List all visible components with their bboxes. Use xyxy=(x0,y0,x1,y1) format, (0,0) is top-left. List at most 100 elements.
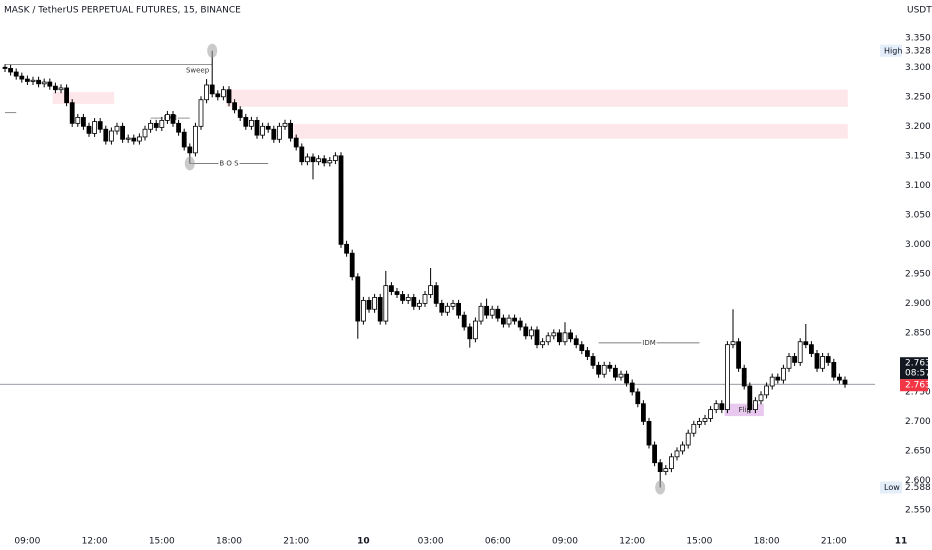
candle-body xyxy=(809,344,814,354)
candle-body xyxy=(159,120,165,128)
candle-body xyxy=(573,338,579,346)
swing-marker xyxy=(655,480,666,495)
candle-body xyxy=(422,294,428,304)
candle-body xyxy=(120,125,125,140)
candle-body xyxy=(411,297,417,307)
candle-body xyxy=(86,125,92,134)
candle-body xyxy=(321,158,327,164)
candle-body xyxy=(170,114,176,124)
candle-body xyxy=(842,379,848,385)
candle-body xyxy=(545,335,551,343)
candle-body xyxy=(24,78,30,82)
candle-body xyxy=(114,125,120,132)
zone-label: Flip xyxy=(739,406,752,414)
x-tick-label: 12:00 xyxy=(82,537,108,547)
candle-body xyxy=(204,84,210,101)
marker-value: 3.328 xyxy=(905,46,931,56)
candle-body xyxy=(713,403,719,410)
candle-body xyxy=(719,403,725,410)
candle-body xyxy=(500,317,506,325)
level-label: B O S xyxy=(219,159,239,167)
candle-body xyxy=(142,128,148,138)
candle-body xyxy=(416,302,422,307)
marker-label: Low xyxy=(884,483,900,492)
zone xyxy=(226,89,848,107)
x-tick-label: 11 xyxy=(895,537,908,547)
x-tick-label: 15:00 xyxy=(149,537,175,547)
candle-body xyxy=(725,344,730,410)
candle-body xyxy=(405,297,411,301)
candle-body xyxy=(383,285,389,322)
candle-body xyxy=(730,341,736,346)
candle-body xyxy=(568,332,573,340)
y-tick-label: 3.350 xyxy=(905,33,931,43)
marker-value: 2.588 xyxy=(905,483,931,493)
candle-body xyxy=(209,84,215,95)
candle-body xyxy=(641,403,646,422)
candle-body xyxy=(181,131,187,148)
candle-body xyxy=(260,125,266,136)
candle-body xyxy=(243,117,249,127)
candle-body xyxy=(478,305,484,322)
candle-body xyxy=(551,332,557,337)
x-tick-label: 06:00 xyxy=(485,537,511,547)
chart-title: MASK / TetherUS PERPETUAL FUTURES, 15, B… xyxy=(4,6,241,16)
candle-body xyxy=(495,308,501,319)
candle-body xyxy=(814,353,820,369)
candle-body xyxy=(176,122,182,133)
candle-body xyxy=(472,320,478,340)
candle-body xyxy=(372,297,378,310)
candle-body xyxy=(377,297,383,322)
candle-body xyxy=(338,155,344,245)
candle-body xyxy=(529,329,534,337)
zone xyxy=(293,123,848,139)
candle-body xyxy=(781,367,786,381)
candle-body xyxy=(360,300,366,322)
candle-body xyxy=(148,122,154,130)
candle-body xyxy=(685,432,691,446)
candle-body xyxy=(400,294,406,301)
candle-body xyxy=(97,121,103,130)
y-tick-label: 2.900 xyxy=(905,299,931,309)
candle-body xyxy=(579,344,585,351)
y-tick-label: 2.700 xyxy=(905,417,931,427)
candle-body xyxy=(304,156,310,163)
candle-body xyxy=(131,137,137,142)
candle-body xyxy=(265,125,271,130)
x-tick-label: 12:00 xyxy=(619,537,645,547)
candle-body xyxy=(624,373,629,384)
candle-body xyxy=(232,102,238,111)
candle-body xyxy=(585,350,590,357)
zone xyxy=(52,92,115,104)
candle-body xyxy=(512,317,517,322)
candle-body xyxy=(2,66,8,69)
candle-body xyxy=(47,81,53,87)
candle-body xyxy=(797,341,803,363)
price-label: 2.763 xyxy=(905,359,931,369)
countdown: 08:57 xyxy=(905,369,931,379)
candle-body xyxy=(58,87,64,91)
candle-body xyxy=(629,382,635,393)
candle-body xyxy=(523,326,529,337)
candle-body xyxy=(489,308,495,316)
candle-body xyxy=(388,285,394,292)
candle-body xyxy=(792,356,797,363)
swing-marker xyxy=(207,43,218,58)
candle-body xyxy=(271,128,277,140)
candle-body xyxy=(187,146,193,154)
candle-body xyxy=(439,302,445,313)
candle-body xyxy=(764,385,769,396)
candle-body xyxy=(769,376,775,387)
candle-body xyxy=(456,302,462,316)
candle-body xyxy=(506,317,512,325)
y-tick-label: 2.600 xyxy=(905,476,931,486)
candle-body xyxy=(248,120,254,127)
candle-body xyxy=(450,302,456,307)
candle-body xyxy=(349,252,355,278)
candle-body xyxy=(517,320,523,328)
x-tick-label: 18:00 xyxy=(754,537,780,547)
candle-body xyxy=(736,341,741,369)
candle-body xyxy=(562,332,568,343)
y-tick-label: 3.000 xyxy=(905,240,931,250)
